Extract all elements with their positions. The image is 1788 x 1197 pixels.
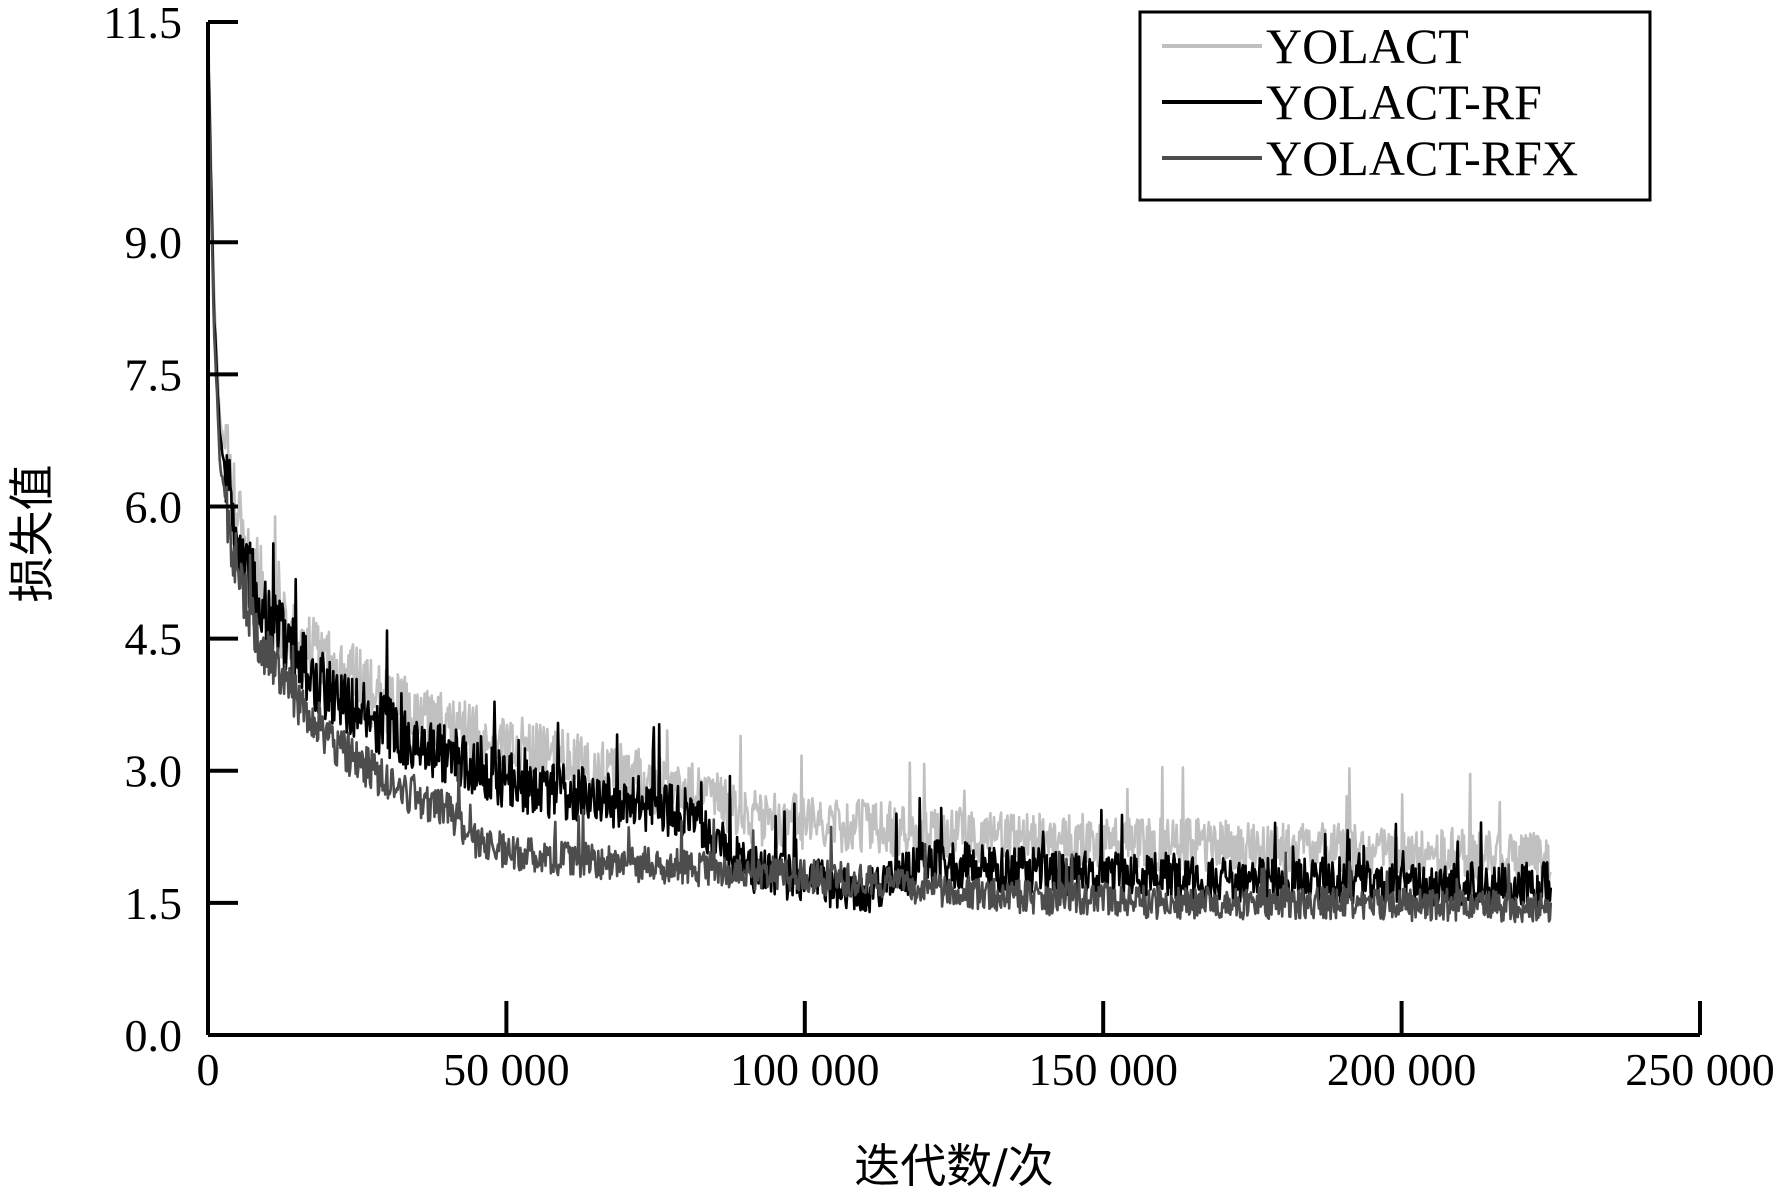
legend-label-yolact: YOLACT bbox=[1266, 18, 1469, 74]
y-tick-label: 1.5 bbox=[125, 878, 183, 929]
series-lines bbox=[206, 26, 1553, 924]
x-tick-label: 50 000 bbox=[443, 1044, 570, 1095]
x-axis-title: 迭代数/次 bbox=[854, 1139, 1054, 1193]
legend-label-yolact-rfx: YOLACT-RFX bbox=[1266, 130, 1578, 186]
legend: YOLACT YOLACT-RF YOLACT-RFX bbox=[1138, 10, 1652, 202]
x-tick-label: 100 000 bbox=[730, 1044, 880, 1095]
y-tick-label: 6.0 bbox=[125, 481, 183, 532]
x-tick-label: 250 000 bbox=[1625, 1044, 1775, 1095]
x-tick-label: 0 bbox=[197, 1044, 220, 1095]
y-tick-label: 4.5 bbox=[125, 614, 183, 665]
legend-label-yolact-rf: YOLACT-RF bbox=[1266, 74, 1542, 130]
y-axis-ticks: 0.0 1.5 3.0 4.5 6.0 7.5 9.0 11.5 bbox=[103, 0, 238, 1061]
y-axis-title: 损失值 bbox=[5, 465, 59, 603]
x-axis-ticks: 0 50 000 100 000 150 000 200 000 250 000 bbox=[197, 1001, 1775, 1095]
y-tick-label: 7.5 bbox=[125, 349, 183, 400]
x-tick-label: 200 000 bbox=[1327, 1044, 1477, 1095]
y-tick-label: 11.5 bbox=[103, 0, 182, 48]
y-tick-label: 0.0 bbox=[125, 1010, 183, 1061]
y-tick-label: 3.0 bbox=[125, 746, 183, 797]
legend-box bbox=[1138, 10, 1652, 202]
axes bbox=[206, 22, 1700, 1037]
series-line-yolact bbox=[206, 26, 1552, 887]
series-line-yolact-rfx bbox=[206, 70, 1553, 924]
y-tick-label: 9.0 bbox=[125, 217, 183, 268]
x-tick-label: 150 000 bbox=[1028, 1044, 1178, 1095]
